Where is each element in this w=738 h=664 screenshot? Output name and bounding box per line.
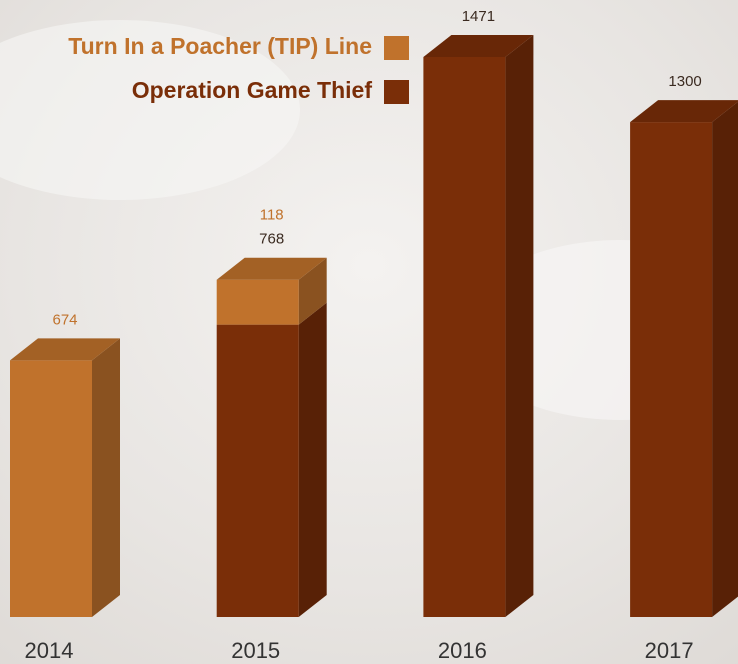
value-label: 118 xyxy=(260,207,284,224)
cloud xyxy=(0,20,300,200)
x-tick-label: 2016 xyxy=(438,638,487,663)
value-label: 1300 xyxy=(668,73,701,90)
x-tick-label: 2014 xyxy=(25,638,74,663)
value-label: 674 xyxy=(52,311,77,328)
bar-side xyxy=(298,257,327,325)
x-tick-label: 2015 xyxy=(231,638,280,663)
legend-label: Turn In a Poacher (TIP) Line xyxy=(68,33,372,59)
bar-top xyxy=(423,35,534,57)
legend-swatch xyxy=(384,80,409,104)
bar xyxy=(630,122,713,617)
bar-side xyxy=(298,302,327,617)
bar-side xyxy=(92,338,120,617)
legend-label: Operation Game Thief xyxy=(132,77,373,103)
x-tick-label: 2017 xyxy=(645,638,694,663)
bar-side xyxy=(712,101,738,617)
bar xyxy=(216,324,299,617)
bar xyxy=(10,360,92,617)
bar-top xyxy=(216,257,327,280)
bar-top xyxy=(10,338,120,361)
bar-side xyxy=(505,35,534,617)
bar-top xyxy=(630,100,738,123)
bar xyxy=(216,279,299,325)
legend-swatch xyxy=(384,36,409,60)
value-label: 768 xyxy=(259,231,284,248)
value-label: 1471 xyxy=(462,8,495,25)
bar xyxy=(423,57,506,617)
